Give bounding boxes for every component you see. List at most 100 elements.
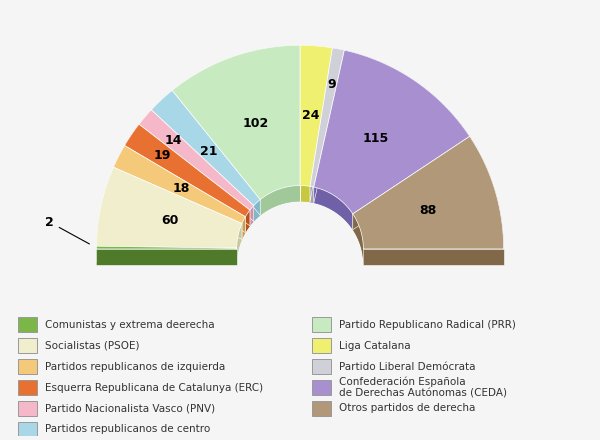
- Polygon shape: [469, 135, 470, 152]
- Polygon shape: [449, 110, 450, 127]
- Polygon shape: [200, 71, 201, 88]
- Polygon shape: [473, 141, 474, 158]
- Polygon shape: [353, 136, 503, 249]
- Polygon shape: [465, 130, 466, 147]
- FancyBboxPatch shape: [312, 359, 331, 374]
- FancyBboxPatch shape: [312, 401, 331, 416]
- Polygon shape: [97, 183, 242, 264]
- Polygon shape: [387, 65, 389, 81]
- Polygon shape: [218, 62, 220, 78]
- Polygon shape: [251, 51, 253, 67]
- Polygon shape: [415, 81, 416, 98]
- Polygon shape: [178, 85, 179, 102]
- Text: 21: 21: [200, 145, 218, 158]
- Text: 102: 102: [242, 117, 269, 129]
- Polygon shape: [482, 158, 483, 176]
- Polygon shape: [472, 140, 473, 157]
- Polygon shape: [391, 66, 392, 83]
- Polygon shape: [172, 45, 300, 200]
- Text: 2: 2: [45, 216, 89, 244]
- Polygon shape: [214, 64, 215, 81]
- Polygon shape: [228, 58, 230, 74]
- Polygon shape: [356, 53, 358, 70]
- Polygon shape: [479, 152, 480, 169]
- Polygon shape: [172, 90, 260, 216]
- Text: Otros partidos de derecha: Otros partidos de derecha: [340, 403, 476, 414]
- Polygon shape: [364, 55, 365, 72]
- Polygon shape: [239, 54, 241, 70]
- Polygon shape: [378, 61, 380, 77]
- Polygon shape: [113, 167, 242, 239]
- Polygon shape: [97, 249, 236, 265]
- Polygon shape: [314, 66, 470, 230]
- Polygon shape: [172, 61, 300, 216]
- Polygon shape: [181, 83, 182, 100]
- Polygon shape: [241, 53, 243, 70]
- Text: Partido Nacionalista Vasco (PNV): Partido Nacionalista Vasco (PNV): [46, 403, 215, 414]
- Polygon shape: [209, 66, 211, 83]
- Polygon shape: [253, 50, 255, 66]
- Polygon shape: [442, 103, 443, 120]
- Polygon shape: [286, 46, 288, 62]
- Polygon shape: [113, 161, 245, 239]
- Polygon shape: [466, 132, 467, 149]
- Polygon shape: [275, 47, 277, 62]
- Polygon shape: [97, 246, 236, 249]
- Polygon shape: [215, 63, 217, 80]
- Polygon shape: [221, 60, 223, 77]
- Text: Socialistas (PSOE): Socialistas (PSOE): [46, 341, 140, 351]
- Polygon shape: [189, 77, 191, 94]
- Polygon shape: [389, 66, 391, 82]
- Text: 14: 14: [164, 134, 182, 147]
- Polygon shape: [348, 51, 350, 67]
- Polygon shape: [220, 61, 221, 77]
- Polygon shape: [376, 60, 378, 77]
- Polygon shape: [474, 143, 475, 160]
- Polygon shape: [394, 68, 396, 85]
- Polygon shape: [401, 72, 403, 89]
- Polygon shape: [426, 89, 427, 106]
- Polygon shape: [172, 89, 173, 106]
- Polygon shape: [198, 72, 200, 88]
- Polygon shape: [217, 62, 218, 79]
- Polygon shape: [258, 49, 260, 66]
- Polygon shape: [486, 165, 487, 183]
- Polygon shape: [272, 47, 274, 63]
- Polygon shape: [438, 99, 439, 116]
- Polygon shape: [97, 167, 242, 248]
- Polygon shape: [454, 116, 455, 133]
- Polygon shape: [206, 68, 207, 84]
- Text: Liga Catalana: Liga Catalana: [340, 341, 411, 351]
- Polygon shape: [139, 125, 254, 226]
- Text: 24: 24: [302, 109, 319, 122]
- Polygon shape: [151, 90, 260, 205]
- Polygon shape: [284, 46, 286, 62]
- Polygon shape: [382, 62, 383, 79]
- Polygon shape: [233, 56, 235, 73]
- Polygon shape: [477, 148, 478, 165]
- Polygon shape: [430, 92, 432, 110]
- Polygon shape: [250, 51, 251, 67]
- Polygon shape: [296, 45, 298, 61]
- Polygon shape: [300, 45, 332, 187]
- Polygon shape: [362, 55, 364, 71]
- Polygon shape: [314, 50, 344, 203]
- Polygon shape: [223, 60, 225, 76]
- Polygon shape: [139, 124, 250, 226]
- Polygon shape: [277, 46, 279, 62]
- Polygon shape: [267, 48, 269, 64]
- Polygon shape: [400, 71, 401, 88]
- Polygon shape: [457, 119, 458, 136]
- Polygon shape: [392, 67, 394, 84]
- Text: 9: 9: [327, 78, 336, 92]
- Polygon shape: [452, 113, 453, 130]
- Polygon shape: [179, 84, 181, 101]
- FancyBboxPatch shape: [18, 422, 37, 437]
- Text: 19: 19: [153, 149, 170, 162]
- Polygon shape: [97, 246, 236, 264]
- Polygon shape: [97, 246, 236, 264]
- Polygon shape: [197, 73, 198, 89]
- Polygon shape: [186, 79, 188, 96]
- Text: Partidos republicanos de izquierda: Partidos republicanos de izquierda: [46, 362, 226, 372]
- Polygon shape: [364, 249, 503, 265]
